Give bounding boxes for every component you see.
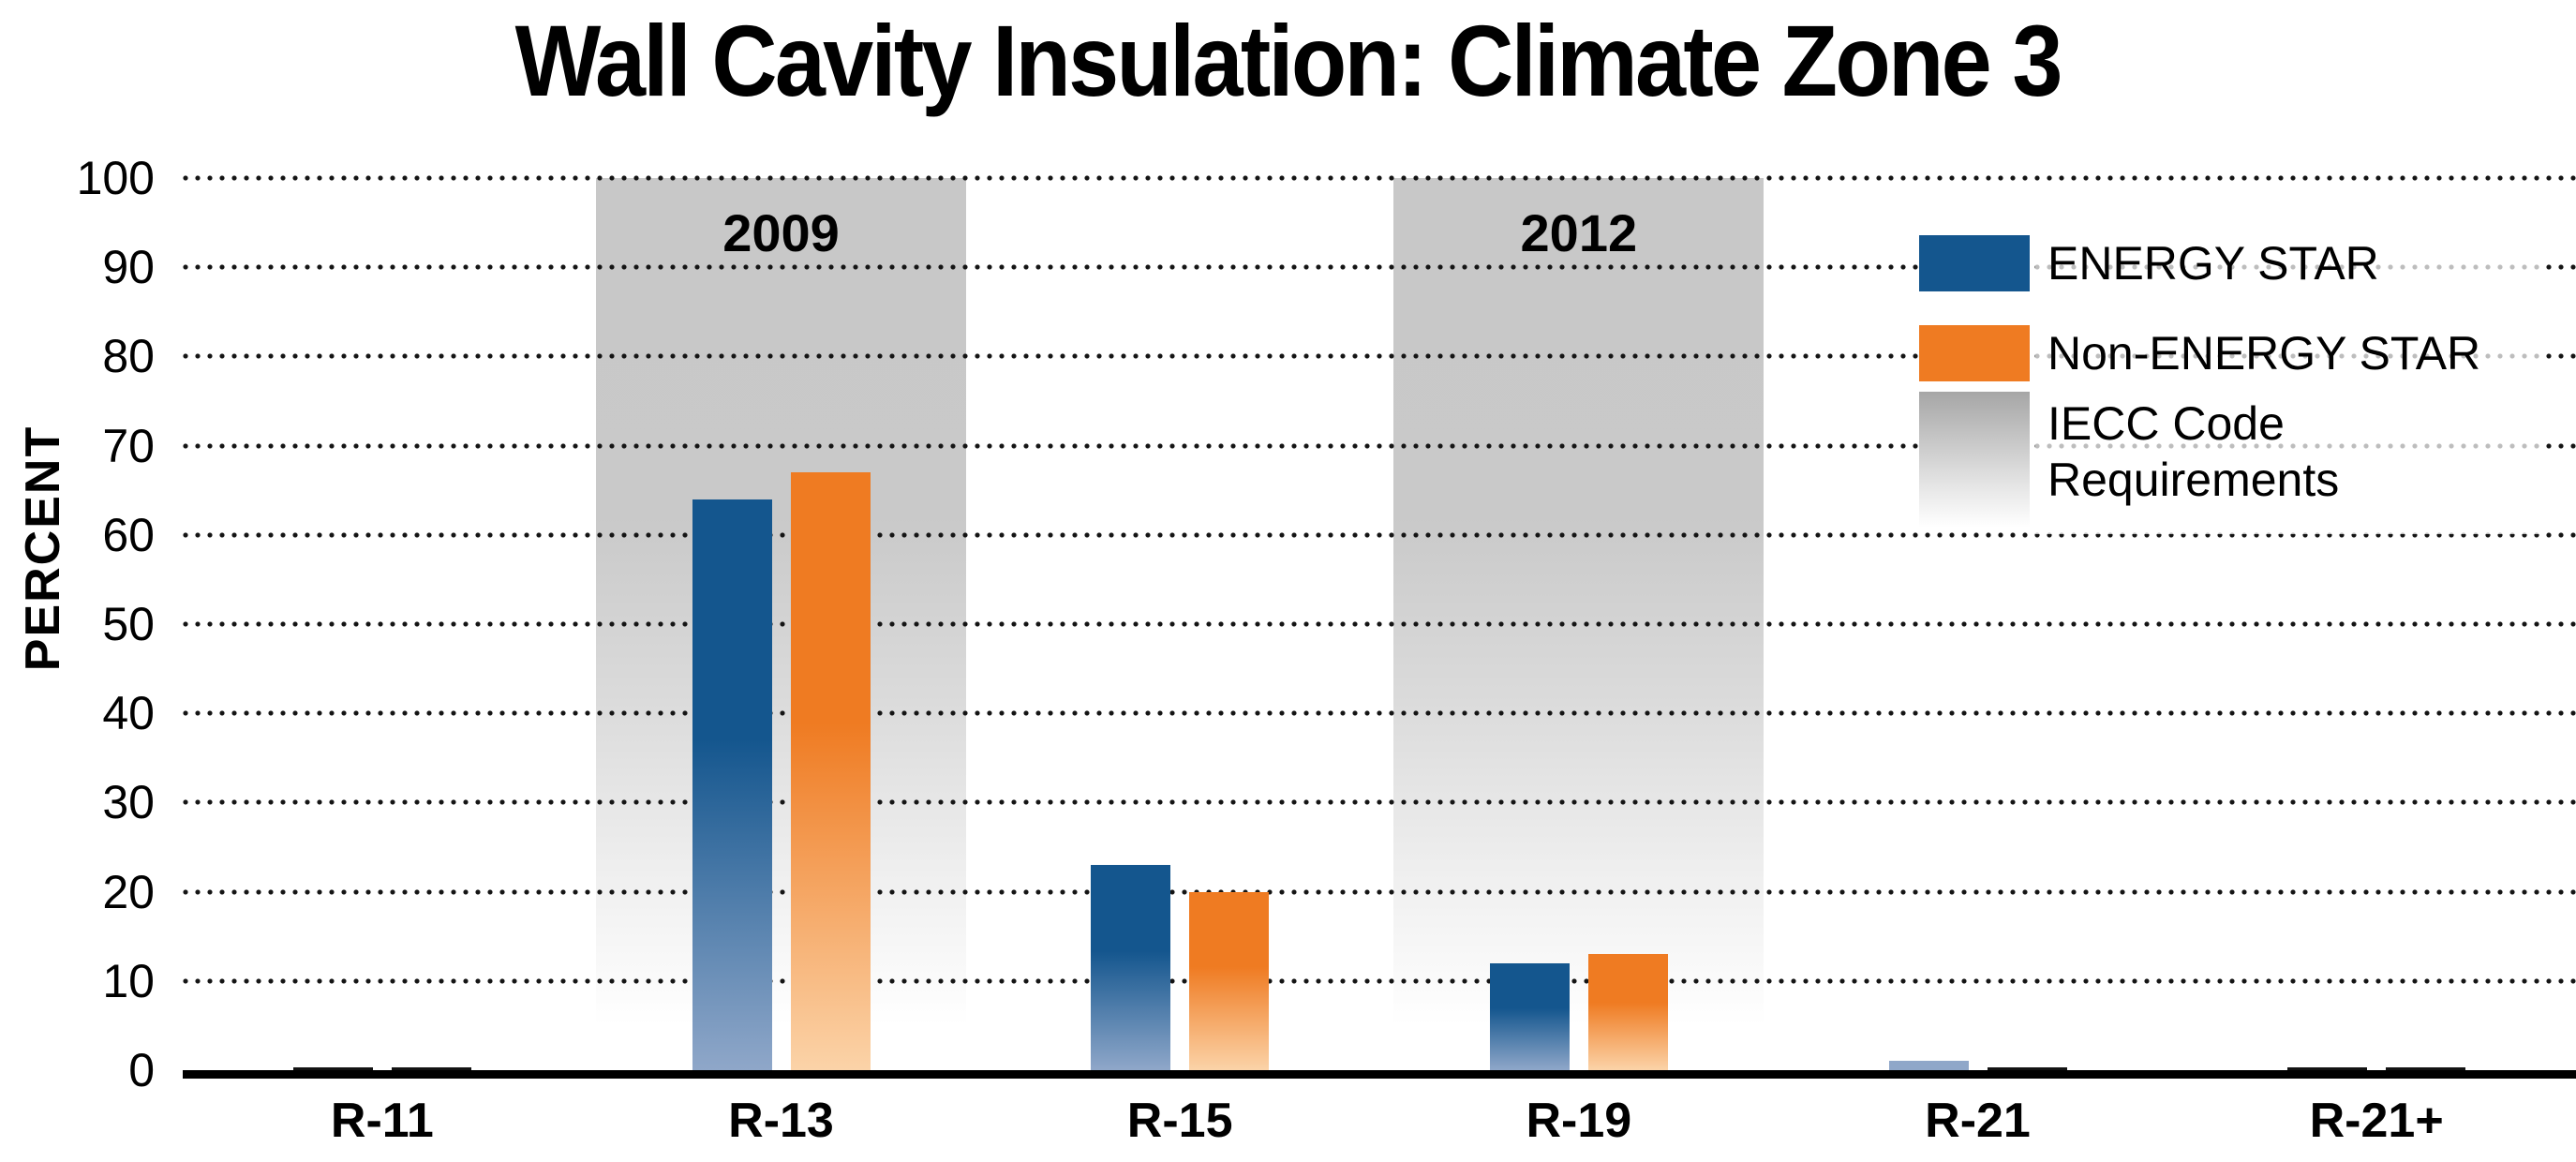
gridline-50 bbox=[183, 621, 2576, 627]
y-tick-label-10: 10 bbox=[102, 954, 155, 1007]
legend-background-panel bbox=[2035, 223, 2541, 534]
bar-energy-star-r-15 bbox=[1091, 865, 1171, 1070]
y-tick-label-100: 100 bbox=[76, 152, 155, 204]
x-tick-label-r-21: R-21 bbox=[1925, 1094, 2031, 1148]
legend-swatch-iecc-code bbox=[1919, 392, 2030, 528]
y-tick-label-90: 90 bbox=[102, 241, 155, 294]
legend-label-iecc-line2: Requirements bbox=[2047, 454, 2340, 506]
gridline-10 bbox=[183, 977, 2576, 984]
gridline-70 bbox=[183, 442, 2576, 449]
y-tick-label-0: 0 bbox=[128, 1044, 155, 1096]
gridline-80 bbox=[183, 353, 2576, 360]
x-tick-label-r-19: R-19 bbox=[1526, 1094, 1632, 1148]
bar-energy-star-r-19 bbox=[1489, 963, 1570, 1070]
legend-label-energy-star: ENERGY STAR bbox=[2047, 237, 2379, 290]
gridline-40 bbox=[183, 710, 2576, 717]
legend-swatch-non-energy-star bbox=[1919, 325, 2030, 381]
x-tick-label-r-13: R-13 bbox=[728, 1094, 834, 1148]
legend-label-iecc-line1: IECC Code bbox=[2047, 397, 2285, 450]
x-tick-label-r-21+: R-21+ bbox=[2309, 1094, 2444, 1148]
x-axis-line bbox=[183, 1070, 2576, 1079]
bar-non-energy-star-r-13 bbox=[790, 472, 871, 1070]
y-tick-label-80: 80 bbox=[102, 330, 155, 383]
x-tick-label-r-11: R-11 bbox=[330, 1094, 434, 1148]
iecc-band-year-label: 2009 bbox=[722, 203, 840, 262]
bar-non-energy-star-r-21 bbox=[1987, 1067, 2067, 1070]
chart-title: Wall Cavity Insulation: Climate Zone 3 bbox=[0, 2, 2576, 119]
y-tick-label-50: 50 bbox=[102, 598, 155, 650]
y-tick-label-40: 40 bbox=[102, 687, 155, 740]
x-tick-label-r-15: R-15 bbox=[1126, 1094, 1233, 1148]
gridline-100 bbox=[183, 175, 2576, 181]
chart-title-text: Wall Cavity Insulation: Climate Zone 3 bbox=[514, 4, 2063, 117]
bar-non-energy-star-r-11 bbox=[391, 1067, 471, 1070]
gridline-60 bbox=[183, 531, 2576, 538]
bar-energy-star-r-13 bbox=[692, 499, 772, 1070]
y-tick-label-70: 70 bbox=[102, 419, 155, 472]
plot-area: 2009 2012 bbox=[183, 175, 2576, 1070]
bar-energy-star-r-11 bbox=[292, 1067, 373, 1070]
bar-non-energy-star-r-21+ bbox=[2386, 1067, 2466, 1070]
bar-energy-star-r-21 bbox=[1888, 1061, 1969, 1070]
iecc-band-year-label: 2012 bbox=[1520, 203, 1638, 262]
y-tick-label-60: 60 bbox=[102, 508, 155, 561]
gridline-30 bbox=[183, 799, 2576, 806]
bar-non-energy-star-r-15 bbox=[1189, 892, 1270, 1070]
bar-energy-star-r-21+ bbox=[2287, 1067, 2368, 1070]
gridline-20 bbox=[183, 888, 2576, 895]
y-tick-label-20: 20 bbox=[102, 865, 155, 918]
bar-non-energy-star-r-19 bbox=[1587, 954, 1668, 1070]
legend-swatch-energy-star bbox=[1919, 235, 2030, 291]
y-tick-label-30: 30 bbox=[102, 776, 155, 829]
gridline-90 bbox=[183, 264, 2576, 271]
legend-label-non-energy-star: Non-ENERGY STAR bbox=[2047, 327, 2481, 380]
